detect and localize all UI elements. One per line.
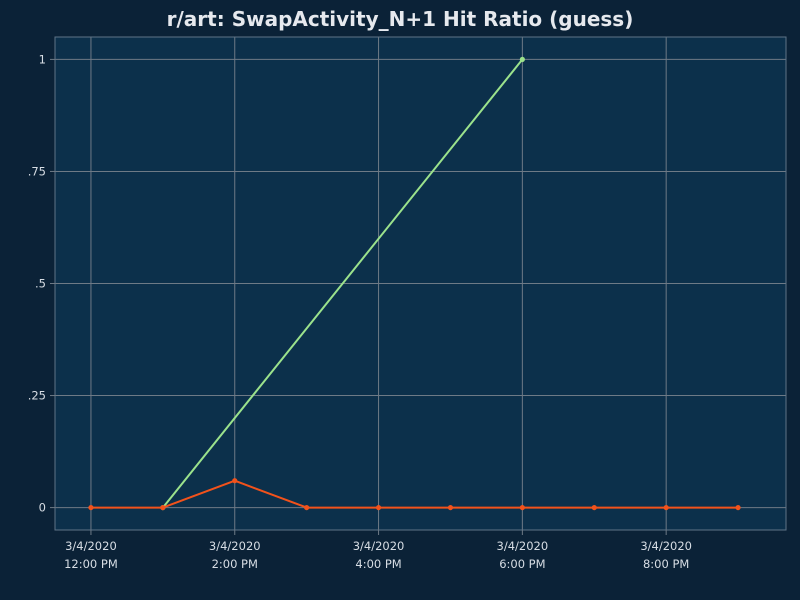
series-layer	[88, 56, 741, 511]
y-tick-label: 0	[39, 501, 46, 515]
x-tick-label-time: 4:00 PM	[355, 557, 401, 571]
x-tick-label-date: 3/4/2020	[65, 539, 117, 553]
grid	[55, 37, 786, 530]
series-2-point	[519, 504, 525, 511]
series-2-point	[232, 478, 238, 484]
x-tick-label-time: 12:00 PM	[64, 557, 118, 571]
x-tick-label-date: 3/4/2020	[640, 539, 692, 553]
x-tick-label-time: 2:00 PM	[212, 557, 258, 571]
x-tick-label-date: 3/4/2020	[497, 539, 549, 553]
y-tick-label: 1	[39, 52, 46, 66]
series-2-point	[591, 504, 597, 511]
x-tick-label-time: 8:00 PM	[643, 557, 689, 571]
x-tick-label-date: 3/4/2020	[353, 539, 405, 553]
axis-labels: 0 .25 .5 .75 1 3/4/2020 12:00 PM 3/4/2020 2:00 P…	[28, 52, 692, 571]
series-2-point	[304, 504, 310, 511]
x-tick-label-time: 6:00 PM	[499, 557, 545, 571]
x-tick-label-date: 3/4/2020	[209, 539, 261, 553]
series-2-point	[160, 504, 166, 511]
y-tick-label: .25	[28, 389, 46, 403]
series-2-point	[375, 504, 382, 511]
series-2-point	[735, 504, 741, 511]
series-1-point	[519, 56, 525, 63]
series-2-point	[447, 504, 454, 511]
chart-title: r/art: SwapActivity_N+1 Hit Ratio (guess…	[167, 7, 634, 31]
series-2-point	[88, 504, 94, 511]
series-1-line	[161, 58, 524, 509]
series-2-line	[90, 479, 740, 509]
y-tick-label: .5	[35, 277, 46, 291]
y-tick-label: .75	[28, 164, 46, 178]
series-2-point	[663, 504, 669, 511]
series-2	[88, 478, 741, 511]
